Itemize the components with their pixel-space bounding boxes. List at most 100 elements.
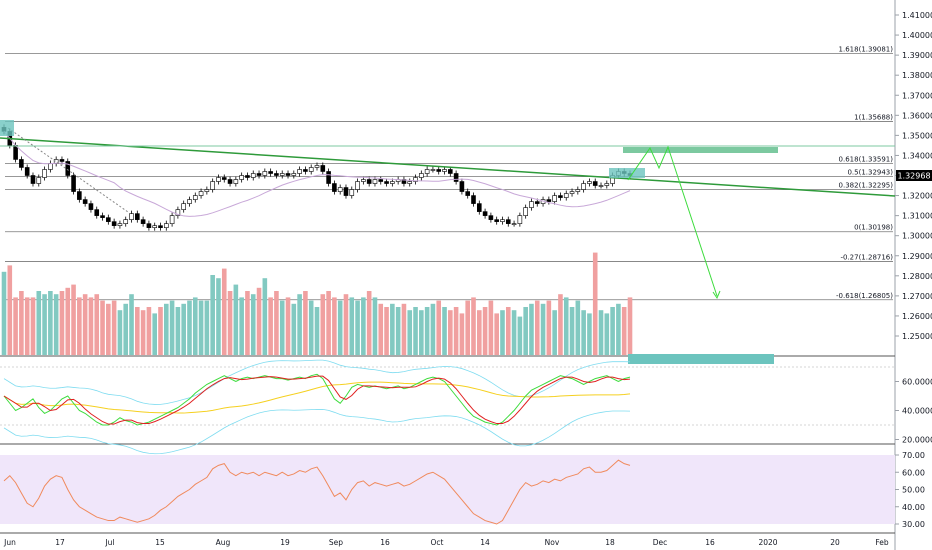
candle-body: [413, 177, 418, 182]
volume-bar: [285, 297, 291, 355]
candle-body: [563, 193, 569, 198]
stoch-k-line: [3, 373, 631, 426]
candle-body: [471, 195, 476, 204]
time-tick-label: 2020: [758, 538, 777, 547]
downtrend-line[interactable]: [0, 137, 896, 197]
dotted-decline-line[interactable]: [7, 127, 129, 213]
volume-bar: [13, 297, 18, 355]
price-tick-label: 1.38000: [902, 71, 932, 80]
volume-bar: [303, 291, 308, 355]
volume-bar: [140, 310, 146, 355]
candle-body: [36, 177, 42, 184]
candle-body: [192, 195, 198, 200]
volume-bar: [250, 294, 256, 355]
candle-body: [227, 179, 233, 184]
candle-body: [285, 173, 291, 176]
volume-bar: [448, 310, 453, 355]
volume-bar: [198, 300, 204, 355]
candle-body: [216, 177, 221, 182]
candle-body: [140, 219, 146, 224]
volume-bar: [442, 307, 447, 355]
candle-body: [152, 225, 158, 228]
time-tick-label: 16: [380, 538, 390, 547]
candle-body: [239, 175, 244, 180]
candle-body: [320, 165, 326, 172]
fib-level-label: 0.618(1.33591): [839, 156, 894, 164]
target-zone-lower[interactable]: [628, 354, 774, 364]
candle-body: [303, 169, 308, 172]
candle-body: [349, 189, 355, 196]
time-tick-label: Jul: [104, 538, 114, 547]
candle-body: [407, 181, 413, 184]
volume-bar: [262, 278, 268, 355]
rsi-band-background: [0, 455, 895, 524]
time-tick-label: 20: [830, 538, 840, 547]
rsi-tick-label: 50.00: [902, 486, 925, 495]
volume-bar: [268, 297, 273, 355]
projection-path[interactable]: [627, 145, 718, 297]
entry-box-current[interactable]: [609, 168, 645, 178]
volume-bar: [82, 294, 88, 355]
time-tick-label: 15: [155, 538, 165, 547]
volume-bar: [552, 310, 557, 355]
volume-bar: [59, 291, 65, 355]
volume-bar: [372, 297, 378, 355]
stoch-tick-label: 40.00000: [902, 407, 932, 416]
volume-bar: [129, 294, 134, 355]
rsi-tick-label: 40.00: [902, 503, 925, 512]
volume-bar: [163, 303, 169, 355]
volume-bar: [152, 313, 158, 355]
candle-body: [569, 191, 575, 194]
candle-body: [534, 201, 540, 204]
candle-body: [169, 215, 175, 224]
volume-bar: [227, 291, 233, 355]
volume-bar: [366, 291, 372, 355]
volume-bar: [65, 287, 71, 355]
volume-bar: [592, 252, 598, 355]
volume-bar: [494, 313, 499, 355]
candle-body: [59, 159, 65, 162]
volume-bar: [279, 300, 285, 355]
volume-bar: [221, 268, 227, 355]
candle-body: [366, 179, 372, 184]
candle-body: [459, 181, 465, 192]
candle-body: [123, 219, 129, 224]
volume-bar: [523, 307, 528, 355]
candle-body: [262, 171, 268, 176]
stoch-d-line: [3, 375, 631, 425]
price-tick-label: 1.39000: [902, 51, 932, 60]
price-tick-label: 1.40000: [902, 31, 932, 40]
target-zone-upper[interactable]: [623, 147, 778, 153]
candle-body: [361, 179, 366, 182]
candle-body: [337, 187, 343, 192]
volume-bar: [233, 284, 239, 355]
candle-body: [453, 173, 459, 182]
fibonacci-retracement[interactable]: 1.618(1.39081) 1(1.35688) 0.618(1.33591) 0.…: [5, 45, 894, 301]
volume-bar: [320, 294, 326, 355]
volume-bar: [500, 310, 505, 355]
volume-bar: [604, 313, 610, 355]
candle-body: [13, 145, 18, 160]
volume-bar: [88, 297, 94, 355]
candlestick-series: [1, 124, 633, 231]
volume-bar: [517, 316, 523, 355]
candle-body: [279, 173, 285, 176]
volume-bar: [7, 265, 13, 355]
price-tick-label: 1.35000: [902, 131, 932, 140]
volume-bar: [181, 303, 186, 355]
volume-bar: [24, 297, 30, 355]
entry-box-start[interactable]: [0, 120, 14, 136]
volume-bar: [77, 297, 82, 355]
time-tick-label: Aug: [216, 538, 231, 547]
volume-bar: [135, 307, 140, 355]
volume-bar: [146, 307, 152, 355]
volume-bar: [308, 300, 314, 355]
candle-body: [221, 177, 227, 180]
volume-bar: [239, 297, 244, 355]
time-tick-label: Nov: [545, 538, 560, 547]
candle-body: [494, 219, 499, 222]
stoch-bollinger-lower: [3, 409, 631, 455]
volume-bar: [424, 307, 430, 355]
candle-body: [233, 179, 239, 184]
